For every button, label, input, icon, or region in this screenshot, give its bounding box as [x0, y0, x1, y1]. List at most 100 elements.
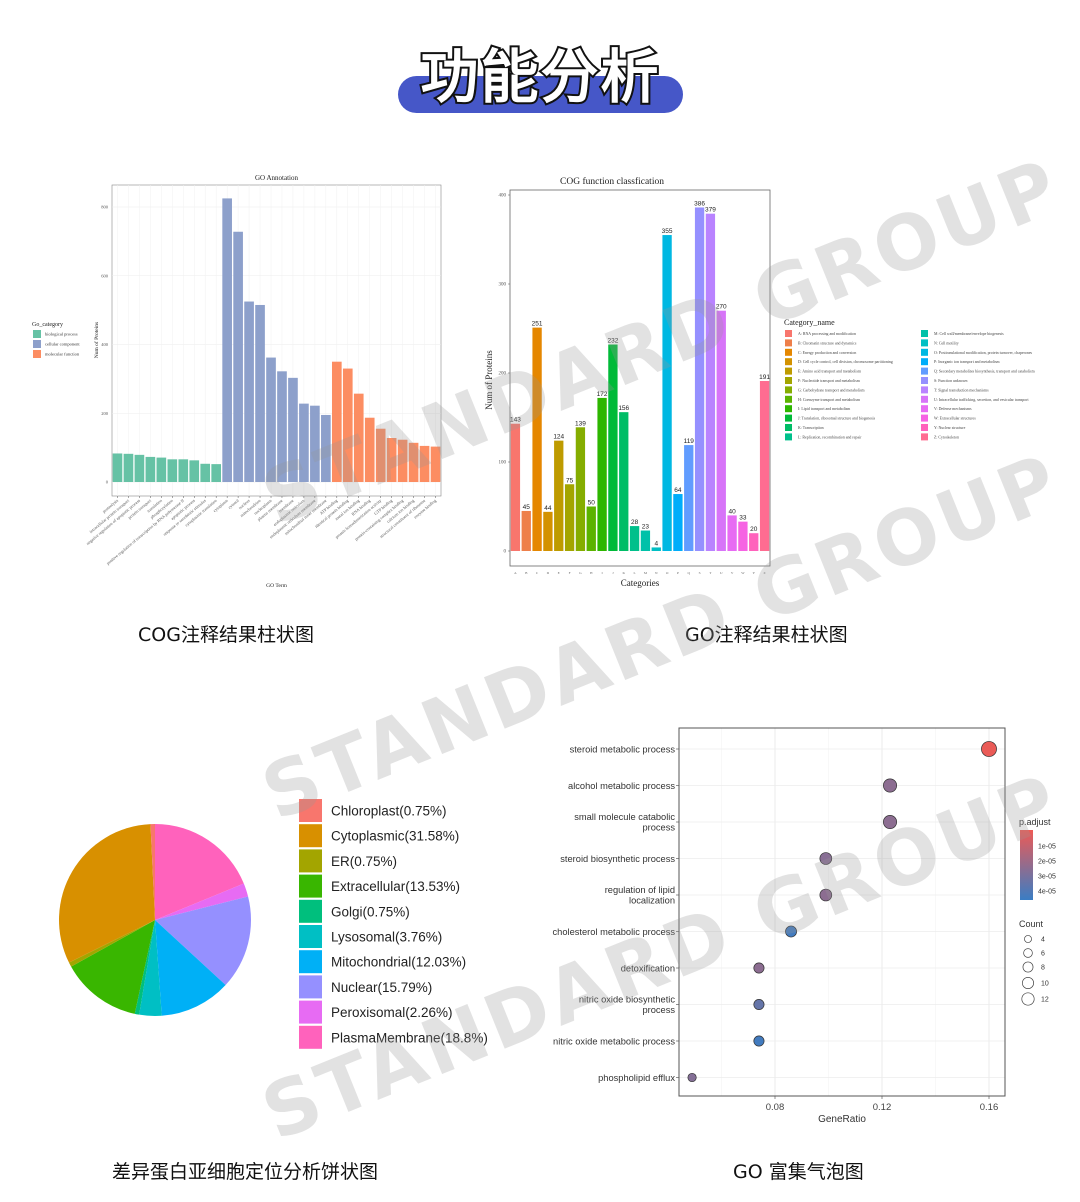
bubble — [785, 925, 797, 938]
data-label: 172 — [597, 391, 608, 398]
legend-label: E: Amino acid transport and metabolism — [798, 370, 861, 374]
legend-swatch — [299, 824, 322, 848]
bar — [629, 526, 640, 551]
legend-swatch — [785, 433, 792, 441]
y-tick-label: regulation of lipid localization — [605, 885, 675, 906]
pie-slice — [155, 896, 252, 986]
legend-swatch — [299, 925, 322, 948]
legend-label: D: Cell cycle control, cell division, ch… — [798, 360, 893, 365]
legend-title: Category_name — [784, 318, 835, 327]
legend-swatch — [33, 350, 41, 358]
x-tick-label: Y — [752, 571, 755, 575]
bar — [408, 442, 419, 482]
bar — [749, 533, 759, 551]
bar — [430, 446, 441, 482]
legend-swatch — [921, 414, 928, 422]
label-line: steroid metabolic process — [570, 745, 676, 755]
legend-swatch — [299, 975, 322, 999]
data-label: 45 — [523, 504, 531, 511]
data-label: 64 — [674, 487, 682, 494]
y-axis-label: Num of Proteins — [93, 322, 100, 358]
color-legend-title: p.adjust — [1019, 817, 1051, 827]
bar — [266, 357, 276, 482]
y-tick-label: nitric oxide metabolic process — [553, 1037, 675, 1047]
bar — [277, 371, 287, 482]
bar — [233, 231, 243, 482]
plot-panel — [679, 728, 1005, 1096]
bar — [619, 412, 629, 551]
y-tick-label: 200 — [101, 411, 109, 416]
legend-swatch — [921, 348, 928, 356]
label-line: small molecule catabolic — [574, 812, 675, 822]
legend-swatch — [33, 340, 41, 348]
bar — [662, 235, 672, 552]
size-legend-circle — [1022, 961, 1034, 973]
x-axis-label: GO Term — [266, 583, 287, 589]
bar — [554, 440, 564, 551]
bar — [310, 405, 320, 482]
size-legend-label: 10 — [1041, 981, 1049, 988]
color-legend-tick: 1e-05 — [1038, 844, 1056, 851]
legend-swatch — [921, 433, 928, 441]
y-axis-label: Num of Proteins — [484, 350, 494, 410]
legend-label: Chloroplast(0.75%) — [331, 804, 447, 819]
x-tick-label: 0.12 — [873, 1102, 892, 1113]
y-tick-label: 100 — [499, 461, 507, 466]
size-legend-label: 8 — [1041, 965, 1045, 972]
x-tick-label: C — [536, 571, 539, 575]
data-label: 139 — [575, 420, 586, 427]
data-label: 124 — [553, 434, 564, 441]
legend-swatch — [785, 386, 792, 394]
bar — [586, 506, 596, 551]
pie-slice — [69, 920, 155, 967]
bar — [640, 530, 651, 551]
legend-swatch — [921, 424, 928, 431]
bar — [211, 464, 222, 482]
bar — [255, 304, 265, 482]
y-tick-label: steroid biosynthetic process — [560, 854, 675, 864]
label-line: nitric oxide biosynthetic — [579, 995, 675, 1005]
x-tick-label: D — [547, 571, 550, 575]
plot-panel — [111, 184, 442, 497]
legend-label: I: Lipid transport and metabolism — [798, 407, 850, 411]
y-tick-label: phospholipid efflux — [598, 1073, 675, 1083]
legend-swatch — [921, 377, 928, 384]
bar — [353, 393, 364, 482]
bar — [123, 453, 134, 482]
y-tick-label: small molecule catabolic process — [574, 812, 675, 833]
legend-label: N: Cell motility — [934, 341, 959, 345]
pie-slice — [71, 920, 155, 1014]
label-line: process — [642, 1005, 675, 1015]
bar — [386, 438, 397, 482]
bubble — [753, 999, 765, 1010]
plot-panel — [509, 189, 771, 567]
x-tick-label: V — [731, 571, 734, 575]
bar — [738, 521, 748, 551]
legend-swatch — [785, 367, 792, 375]
legend-label: K: Transcription — [798, 426, 824, 430]
bar — [200, 463, 211, 482]
size-legend-circle — [1022, 977, 1034, 989]
plot-border — [678, 727, 1006, 1097]
bar — [288, 377, 298, 482]
legend-swatch — [785, 395, 792, 403]
legend-swatch — [921, 367, 928, 375]
data-label: 232 — [607, 338, 618, 345]
legend-label: H: Coenzyme transport and metabolism — [798, 398, 860, 402]
legend-swatch — [921, 405, 928, 413]
legend-swatch — [921, 330, 928, 337]
legend-swatch — [785, 348, 792, 356]
legend-label: Lysosomal(3.76%) — [331, 930, 442, 945]
x-tick-label: U — [720, 571, 723, 575]
legend-swatch — [785, 339, 792, 347]
bar — [543, 511, 553, 551]
legend-label: Q: Secondary metabolites biosynthesis, t… — [934, 370, 1035, 375]
bar — [342, 368, 353, 482]
legend-label: Z: Cytoskeleton — [934, 435, 959, 439]
x-tick-label: Z — [764, 571, 766, 575]
page-title-banner: 功能分析 — [398, 40, 683, 115]
data-label: 23 — [642, 524, 650, 531]
legend-swatch — [785, 424, 792, 431]
x-tick-label: K — [622, 571, 625, 575]
legend-swatch — [33, 330, 41, 338]
